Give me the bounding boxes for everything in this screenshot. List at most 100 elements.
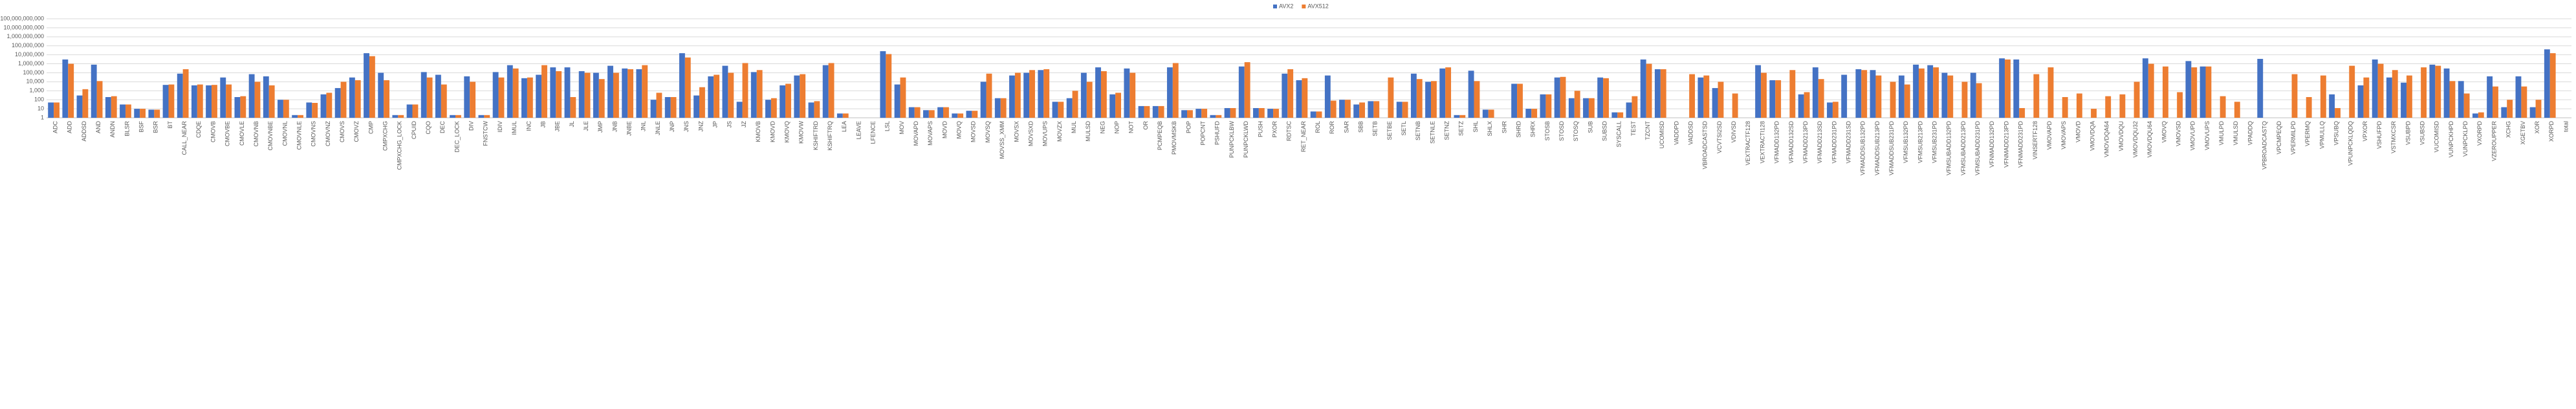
bar [1166,67,1173,118]
bar [105,96,111,118]
bar [1697,77,1704,118]
bar [714,74,720,118]
x-tick-label: STOSB [1544,121,1551,140]
bar [2119,94,2126,118]
bar [2013,59,2020,118]
bar [1158,105,1164,118]
bar [2493,86,2498,118]
bar [1324,75,1331,118]
bar [693,95,700,118]
bar [2363,77,2370,118]
x-tick-label: BSR [153,121,159,133]
x-tick-label: VCVTSI2SD [1716,121,1723,154]
bar [1430,81,1437,118]
x-tick-label: VPERMQ [2304,121,2311,146]
bar [2257,58,2264,118]
bar [1023,72,1030,118]
bar [1898,75,1905,118]
x-tick-label: XCHG [2505,121,2512,138]
bar [699,87,705,118]
bar [836,113,843,118]
bar [2148,63,2154,118]
bar [226,84,232,118]
x-tick-label: SETBE [1386,121,1393,140]
x-tick-label: JLE [583,121,589,131]
x-tick-label: VFMSUB231PD [1932,121,1938,164]
bar [1976,83,1982,118]
bar [1646,63,1652,118]
bar [1124,68,1130,118]
x-tick-label: MULSD [1085,121,1091,142]
bar [2105,96,2112,118]
x-tick-label: SETNB [1415,121,1421,140]
bar [1388,77,1394,118]
y-tick-label: 1,000,000,000 [6,33,44,39]
bar [994,98,1001,118]
bar [2291,74,2298,118]
bar [780,85,786,118]
x-tick-label: VXORPD [2476,121,2483,146]
x-tick-label: INC [525,121,532,131]
x-tick-label: VMULPD [2218,121,2225,146]
bar [1130,72,1136,118]
bar [1545,94,1552,118]
bar [1296,80,1302,118]
bar [1043,69,1050,118]
bar [412,104,419,118]
bar [943,107,949,118]
bar [1210,115,1216,118]
bar [1095,67,1101,118]
bar [1947,75,1954,118]
bar [1172,63,1179,118]
bar [2142,58,2148,118]
x-tick-label: VFNMADD132PD [1989,121,1995,168]
legend-swatch [1273,5,1277,8]
x-tick-label: FNSTCW [483,121,489,146]
bar [1138,105,1144,118]
x-tick-label: VMOVDQU32 [2132,121,2139,158]
x-tick-label: VFMADDSUB132PD [1860,121,1866,176]
bar [656,93,662,118]
x-tick-label: ADDSD [81,121,87,142]
x-tick-label: VPSUBQ [2333,121,2339,146]
x-tick-label: VFNMADD231PD [2018,121,2024,168]
bar [670,96,677,118]
x-tick-label: KMOVQ [783,121,790,143]
x-tick-label: JL [569,121,575,127]
x-tick-label: SHL [1472,121,1479,133]
bar [2185,61,2192,118]
x-tick-label: SUBSD [1601,121,1608,142]
x-tick-label: OR [1142,120,1149,129]
bar [2429,64,2436,118]
bar [1454,115,1460,118]
x-tick-label: CMOVB [210,121,216,142]
x-tick-label: VFNMADD213PD [2003,121,2009,168]
bar [622,68,628,118]
x-tick-label: SBB [1357,121,1364,133]
x-tick-label: JNL [640,121,647,131]
bar [2329,94,2335,118]
x-tick-label: IDIV [497,121,503,133]
bar [2377,63,2384,118]
bar [470,82,476,118]
bar [1038,70,1044,118]
bar [306,102,312,118]
bar [842,113,849,118]
bar [1818,79,1824,118]
bar [320,94,327,118]
bar [1282,73,1288,118]
bar [1927,65,1934,118]
x-tick-label: VMOVUPD [2190,121,2196,151]
bar [1654,69,1661,118]
bar [1058,102,1064,118]
bar [1941,72,1948,118]
bar [1445,67,1452,118]
x-tick-label: JP [712,121,719,128]
x-tick-label: CMOVBE [224,121,231,146]
bar [1999,58,2005,118]
bar [2535,100,2542,118]
bar [1718,82,1724,118]
x-tick-label: SETB [1372,121,1379,137]
bar [564,67,571,118]
bar [340,82,347,118]
